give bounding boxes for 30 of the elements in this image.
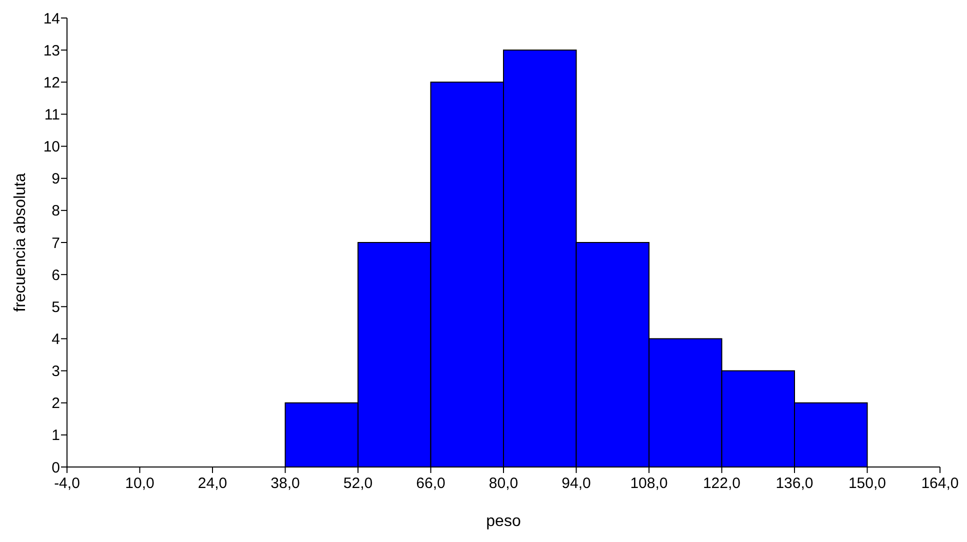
y-tick-label: 12: [43, 74, 60, 92]
y-tick-label: 1: [52, 427, 60, 444]
x-tick-label: 10,0: [125, 475, 154, 492]
x-tick-label: 164,0: [921, 475, 959, 492]
y-tick-label: 3: [52, 363, 60, 380]
x-tick-label: 80,0: [488, 475, 518, 492]
x-tick-label: 52,0: [343, 475, 373, 492]
y-tick-label: 10: [43, 138, 60, 156]
x-tick-label: 38,0: [270, 475, 300, 492]
x-tick-label: -4,0: [54, 475, 80, 492]
x-tick-label: 24,0: [198, 475, 228, 492]
y-tick-label: 2: [52, 395, 60, 412]
y-tick-label: 8: [52, 202, 60, 220]
x-axis-title: peso: [486, 513, 521, 530]
x-tick-label: 108,0: [630, 475, 668, 492]
y-tick-label: 13: [43, 42, 60, 60]
y-tick-label: 7: [52, 234, 60, 252]
y-tick-label: 5: [52, 298, 60, 316]
y-tick-label: 0: [52, 459, 60, 476]
x-tick-label: 66,0: [416, 475, 446, 492]
x-tick-label: 122,0: [702, 475, 741, 492]
x-tick-label: 150,0: [848, 475, 886, 492]
y-axis-title: frecuencia absoluta: [12, 173, 29, 312]
x-tick-label: 136,0: [776, 475, 814, 492]
x-tick-label: 94,0: [562, 475, 591, 492]
y-tick-label: 6: [52, 266, 60, 284]
y-tick-label: 9: [52, 170, 60, 188]
y-tick-label: 11: [44, 106, 60, 124]
y-tick-label: 14: [43, 10, 60, 28]
y-tick-label: 4: [52, 330, 60, 348]
